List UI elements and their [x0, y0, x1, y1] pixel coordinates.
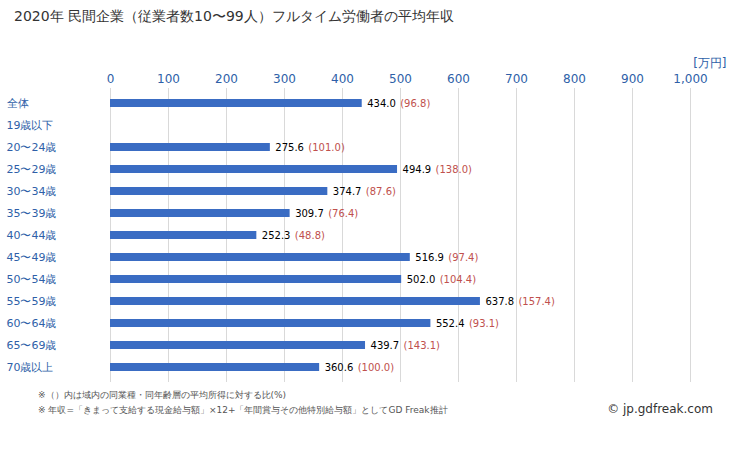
- svg-text:374.7: 374.7: [333, 186, 362, 197]
- svg-text:700: 700: [505, 72, 528, 86]
- svg-text:439.7: 439.7: [371, 340, 400, 351]
- svg-text:55〜59歳: 55〜59歳: [7, 295, 57, 308]
- svg-text:(87.6): (87.6): [366, 186, 396, 197]
- html-text:© jp.gdfreak.com: © jp.gdfreak.com: [607, 402, 713, 416]
- svg-text:全体: 全体: [7, 97, 29, 110]
- svg-text:1,000: 1,000: [673, 72, 707, 86]
- svg-text:637.8: 637.8: [485, 296, 514, 307]
- html-text:※ 年収=「きまって支給する現金給与額」×12+「年間賞与そ: ※ 年収=「きまって支給する現金給与額」×12+「年間賞与その他特別給与額」とし…: [38, 405, 448, 415]
- html-text:2020年 民間企業（従業者数10〜99人）フルタイム労働者: 2020年 民間企業（従業者数10〜99人）フルタイム労働者の平均年収: [14, 8, 454, 24]
- svg-text:19歳以下: 19歳以下: [7, 119, 54, 132]
- svg-text:600: 600: [447, 72, 470, 86]
- svg-text:516.9: 516.9: [415, 252, 444, 263]
- svg-text:360.6: 360.6: [325, 362, 354, 373]
- html-text:※（）内は域内の同業種・同年齢層の平均所得に対する比(%): ※（）内は域内の同業種・同年齢層の平均所得に対する比(%): [38, 390, 287, 400]
- svg-text:900: 900: [621, 72, 644, 86]
- svg-text:0: 0: [107, 72, 115, 86]
- svg-text:494.9: 494.9: [403, 164, 432, 175]
- svg-text:35〜39歳: 35〜39歳: [7, 207, 57, 220]
- svg-text:(76.4): (76.4): [328, 208, 358, 219]
- svg-text:30〜34歳: 30〜34歳: [7, 185, 57, 198]
- svg-text:(97.4): (97.4): [448, 252, 478, 263]
- svg-text:(93.1): (93.1): [469, 318, 499, 329]
- svg-text:275.6: 275.6: [275, 142, 304, 153]
- svg-text:300: 300: [273, 72, 296, 86]
- svg-text:252.3: 252.3: [262, 230, 291, 241]
- svg-text:[万円]: [万円]: [693, 56, 726, 70]
- svg-text:100: 100: [157, 72, 180, 86]
- svg-text:502.0: 502.0: [407, 274, 436, 285]
- svg-text:(101.0): (101.0): [308, 142, 345, 153]
- svg-text:20〜24歳: 20〜24歳: [7, 141, 57, 154]
- svg-text:(143.1): (143.1): [404, 340, 441, 351]
- svg-text:(48.8): (48.8): [295, 230, 325, 241]
- svg-text:552.4: 552.4: [436, 318, 465, 329]
- svg-text:(100.0): (100.0): [358, 362, 395, 373]
- svg-text:65〜69歳: 65〜69歳: [7, 339, 57, 352]
- svg-text:(157.4): (157.4): [518, 296, 555, 307]
- svg-text:309.7: 309.7: [295, 208, 324, 219]
- svg-text:25〜29歳: 25〜29歳: [7, 163, 57, 176]
- svg-text:200: 200: [215, 72, 238, 86]
- svg-text:400: 400: [331, 72, 354, 86]
- svg-text:45〜49歳: 45〜49歳: [7, 251, 57, 264]
- svg-text:(104.4): (104.4): [440, 274, 477, 285]
- svg-text:(138.0): (138.0): [436, 164, 473, 175]
- svg-text:500: 500: [389, 72, 412, 86]
- svg-text:434.0: 434.0: [367, 98, 396, 109]
- svg-text:(96.8): (96.8): [400, 98, 430, 109]
- svg-text:70歳以上: 70歳以上: [7, 361, 54, 374]
- svg-text:40〜44歳: 40〜44歳: [7, 229, 57, 242]
- svg-text:60〜64歳: 60〜64歳: [7, 317, 57, 330]
- svg-text:50〜54歳: 50〜54歳: [7, 273, 57, 286]
- svg-text:800: 800: [563, 72, 586, 86]
